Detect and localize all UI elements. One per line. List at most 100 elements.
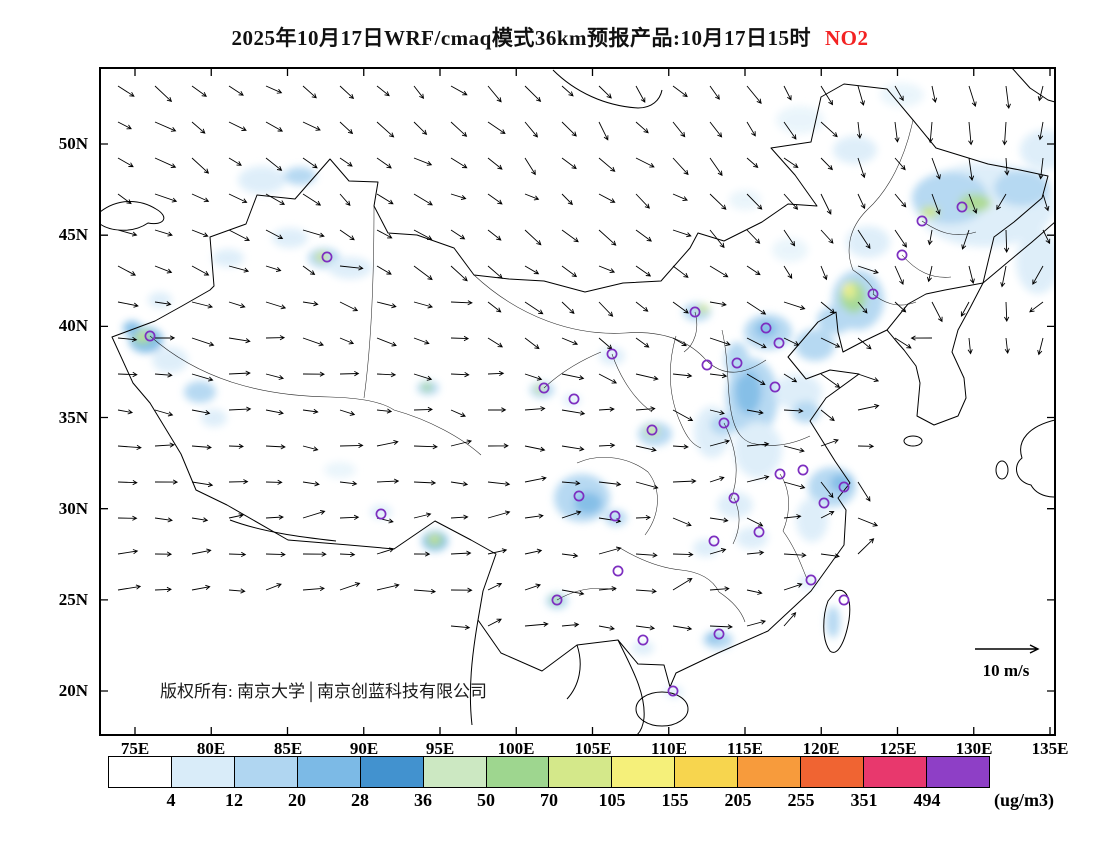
concentration-patch — [880, 83, 924, 107]
colorbar-cell — [801, 757, 865, 787]
concentration-patch — [152, 347, 188, 373]
wind-legend: 10 m/s — [975, 644, 1040, 680]
colorbar-tick: 494 — [913, 790, 941, 810]
concentration-patch — [1020, 130, 1055, 170]
city-marker — [867, 288, 879, 300]
lon-label: 125E — [880, 739, 917, 758]
tick-marks — [100, 68, 1055, 735]
concentration-patch — [137, 333, 145, 339]
colorbar-cell — [423, 757, 487, 787]
city-marker — [568, 393, 580, 405]
concentration-patch — [693, 539, 719, 557]
lat-label: 25N — [59, 590, 89, 609]
pollution-shading — [123, 83, 1055, 698]
colorbar-tick: 28 — [351, 790, 369, 810]
concentration-patch — [632, 641, 654, 655]
lat-label: 20N — [59, 681, 89, 700]
colorbar-cell — [926, 757, 989, 787]
lon-label: 95E — [426, 739, 454, 758]
colorbar-cell — [360, 757, 424, 787]
city-marker — [916, 215, 928, 227]
concentration-patch — [201, 409, 227, 427]
colorbar-tick: 105 — [598, 790, 626, 810]
city-marker — [646, 424, 658, 436]
colorbar-cell — [171, 757, 235, 787]
concentration-patch — [717, 492, 753, 518]
city-marker — [774, 468, 786, 480]
lat-label: 30N — [59, 499, 89, 518]
lat-label: 40N — [59, 316, 89, 335]
colorbar-cell — [486, 757, 550, 787]
city-marker — [713, 628, 725, 640]
colorbar-tick: 4 — [166, 790, 176, 810]
lat-axis: 50N 45N 40N 35N 30N 25N 20N — [59, 134, 89, 700]
province-borders — [149, 119, 977, 623]
colorbar-tick: 255 — [787, 790, 815, 810]
map-frame — [99, 67, 1056, 736]
lon-label: 75E — [121, 739, 149, 758]
colorbar-cells — [108, 756, 990, 788]
city-marker — [637, 634, 649, 646]
colorbar-cell — [864, 757, 927, 787]
lon-label: 115E — [727, 739, 763, 758]
concentration-patch — [370, 505, 392, 519]
city-marker — [718, 417, 730, 429]
wind-legend-arrow — [975, 644, 1040, 654]
city-marker — [769, 381, 781, 393]
city-marker — [612, 565, 624, 577]
lon-label: 110E — [651, 739, 687, 758]
city-marker — [896, 249, 908, 261]
concentration-patch — [324, 462, 356, 478]
concentration-patch — [1016, 230, 1055, 294]
city-marker — [689, 306, 701, 318]
colorbar: 4 12 20 28 36 50 70 105 155 205 255 351 494 (ug/m3) — [108, 756, 1054, 812]
jeju-island — [903, 435, 923, 447]
concentration-patch — [735, 370, 761, 414]
concentration-patch — [422, 383, 432, 391]
city-marker — [321, 251, 333, 263]
colorbar-cell — [234, 757, 298, 787]
concentration-patch — [574, 492, 602, 514]
concentration-patch — [843, 284, 851, 294]
concentration-patch — [430, 536, 438, 542]
concentration-patch — [605, 510, 627, 526]
city-marker — [728, 492, 740, 504]
city-marker — [731, 357, 743, 369]
lon-axis: 75E 80E 85E 90E 95E 100E 105E 110E 115E … — [121, 739, 1069, 758]
colorbar-tick-labels: 4 12 20 28 36 50 70 105 155 205 255 351 494 — [108, 788, 990, 812]
city-marker — [538, 382, 550, 394]
city-marker — [701, 359, 713, 371]
concentration-patch — [817, 306, 853, 334]
wind-vectors — [117, 85, 1051, 631]
concentration-patch — [148, 292, 172, 308]
city-marker — [773, 337, 785, 349]
city-marker — [956, 201, 968, 213]
city-marker — [609, 510, 621, 522]
city-marker — [708, 535, 720, 547]
colorbar-cell — [612, 757, 676, 787]
concentration-patch — [238, 166, 286, 194]
colorbar-tick: 12 — [225, 790, 243, 810]
colorbar-tick: 70 — [540, 790, 558, 810]
lon-label: 105E — [575, 739, 612, 758]
city-marker — [753, 526, 765, 538]
colorbar-cell — [297, 757, 361, 787]
concentration-patch — [796, 498, 828, 542]
colorbar-tick: 205 — [724, 790, 752, 810]
colorbar-tick: 36 — [414, 790, 432, 810]
concentration-patch — [776, 106, 824, 134]
concentration-patch — [212, 249, 244, 267]
colorbar-cell — [109, 757, 172, 787]
city-marker — [760, 322, 772, 334]
city-marker — [838, 481, 850, 493]
concentration-patch — [846, 226, 890, 258]
colorbar-tick: 155 — [661, 790, 689, 810]
concentration-patch — [123, 321, 141, 335]
concentration-patch — [774, 374, 822, 410]
city-markers — [144, 201, 968, 697]
concentration-patch — [799, 575, 817, 589]
hainan-island — [635, 691, 689, 727]
wind-legend-label: 10 m/s — [983, 661, 1030, 680]
